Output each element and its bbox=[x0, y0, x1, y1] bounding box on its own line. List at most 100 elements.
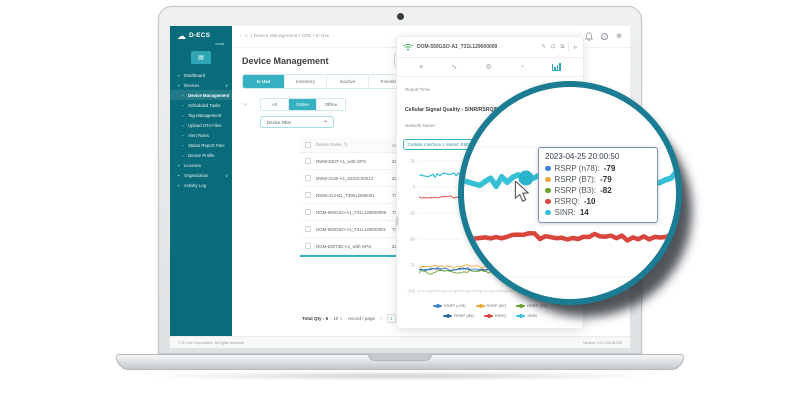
version-text: Version 1.0.0.20241230 bbox=[583, 340, 622, 345]
tab-group: In Use Inventory Inactive Favorites bbox=[242, 74, 412, 89]
sidebar-item-activity-log[interactable]: ▪ Activity Log bbox=[170, 180, 232, 190]
tab-inventory[interactable]: Inventory bbox=[285, 75, 327, 88]
legend-item-rsrp-b7-[interactable]: RSRP (B7) bbox=[475, 303, 506, 308]
sidebar-item-tag-management[interactable]: ▫ Tag Management bbox=[170, 110, 232, 120]
sidebar-item-device-profile[interactable]: ▫ Device Profile bbox=[170, 150, 232, 160]
tooltip-label: RSRQ: bbox=[554, 197, 580, 206]
sidebar-item-scheduled-tasks[interactable]: ▫ Scheduled Tasks bbox=[170, 100, 232, 110]
magnifier-circle: 2023-04-25 20:00:50 RSRP (n78): -79 RSRP … bbox=[458, 81, 682, 305]
brand-logo: ☁ D-ECS bbox=[170, 26, 232, 43]
tooltip-label: RSRP (B7): bbox=[554, 175, 597, 184]
select-all-checkbox[interactable] bbox=[300, 142, 316, 148]
page-number[interactable]: 1 bbox=[386, 314, 396, 323]
row-checkbox[interactable] bbox=[300, 192, 316, 198]
tab-in-use[interactable]: In Use bbox=[243, 75, 285, 88]
sidebar-item-label: Tag Management bbox=[188, 112, 222, 118]
tag-management-icon: ▫ bbox=[181, 112, 184, 118]
sidebar-item-organization[interactable]: ▪ Organization ∨ bbox=[170, 170, 232, 180]
sidebar-item-label: Status Report Time bbox=[188, 142, 225, 148]
language-globe-icon[interactable]: ⊕ bbox=[616, 33, 622, 40]
organization-icon: ▪ bbox=[177, 172, 180, 178]
device-filter-button[interactable]: Device Filter + bbox=[260, 116, 334, 128]
collapse-panel-icon[interactable]: » bbox=[573, 43, 577, 51]
cell-device-name: DOM-550GSO-A1_T31L129000001 bbox=[316, 226, 387, 232]
device-panel-tabs: ≡ ∿ ⚙ ◔ bbox=[397, 58, 583, 77]
tooltip-timestamp: 2023-04-25 20:00:50 bbox=[545, 152, 620, 161]
legend-marker bbox=[483, 313, 493, 318]
filter-online[interactable]: Online bbox=[289, 99, 317, 110]
filter-all[interactable]: All bbox=[261, 99, 289, 110]
sort-icon: ⇅ bbox=[343, 142, 348, 147]
network-name-label: Network Name: bbox=[405, 123, 437, 128]
row-checkbox[interactable] bbox=[300, 209, 316, 215]
legend-marker bbox=[443, 313, 453, 318]
prev-page-icon[interactable]: ‹ bbox=[380, 315, 382, 322]
device-panel-header: DOM-550GSO-A1_T31L129000009 ✎ ⊡ ⧉ » bbox=[397, 37, 583, 58]
back-chevron-icon[interactable]: ‹ bbox=[240, 33, 242, 39]
sidebar-item-alert-rules[interactable]: ▫ Alert Rules bbox=[170, 130, 232, 140]
tooltip-label: SINR: bbox=[554, 208, 576, 217]
edit-icon[interactable]: ✎ bbox=[541, 44, 546, 50]
device-panel-title: DOM-550GSO-A1_T31L129000009 bbox=[417, 44, 498, 50]
legend-marker bbox=[516, 313, 526, 318]
legend-item-rsrp-b8-[interactable]: RSRP (B8) bbox=[443, 313, 474, 318]
row-checkbox[interactable] bbox=[300, 158, 316, 164]
sidebar-item-device-management[interactable]: ▫Device Management✓ bbox=[170, 90, 236, 100]
pagination: Total Qty : 6 10 ∨ record / page ‹ 1 › bbox=[302, 314, 403, 323]
link-icon[interactable]: ∿ bbox=[451, 63, 458, 71]
sidebar-item-status-report-time[interactable]: ▫ Status Report Time bbox=[170, 140, 232, 150]
cloud-logo-icon: ☁ bbox=[177, 31, 186, 41]
chevron-down-icon: ∨ bbox=[225, 172, 228, 178]
legend-dot bbox=[519, 303, 524, 308]
tab-inactive[interactable]: Inactive bbox=[327, 75, 369, 88]
legend-label: RSRP (n78) bbox=[444, 303, 466, 308]
chart-icon[interactable] bbox=[552, 62, 561, 71]
sidebar-item-devices[interactable]: ▪ Devices ∨ bbox=[170, 80, 232, 90]
collapse-arrow-icon[interactable]: » bbox=[244, 102, 248, 108]
settings-icon[interactable]: ⚙ bbox=[485, 63, 492, 71]
tooltip-label: RSRP (n78): bbox=[554, 164, 600, 173]
legend-label: RSRP (B8) bbox=[454, 313, 474, 318]
row-checkbox[interactable] bbox=[300, 226, 316, 232]
divider bbox=[568, 42, 570, 52]
tooltip-series-dot bbox=[545, 165, 551, 172]
home-icon[interactable]: ⌂ bbox=[244, 33, 248, 39]
legend-item-sinr[interactable]: SINR bbox=[516, 313, 537, 318]
diagnostics-icon[interactable]: ◔ bbox=[519, 63, 524, 71]
sidebar-item-label: Devices bbox=[184, 82, 200, 88]
legend-item-rsrq[interactable]: RSRQ bbox=[483, 313, 506, 318]
legend-dot bbox=[486, 313, 491, 318]
sidebar-item-upload-ota-files[interactable]: ▫ Upload OTA Files bbox=[170, 120, 232, 130]
breadcrumb-path: / Device Management / CPE / In Use bbox=[250, 33, 330, 39]
laptop-base-notch bbox=[368, 354, 432, 361]
sidebar-item-label: Device Management bbox=[188, 92, 230, 98]
camera-icon[interactable]: ⊡ bbox=[550, 44, 556, 50]
device-management-icon: ▫ bbox=[181, 92, 184, 98]
licenses-icon: ▪ bbox=[177, 162, 180, 168]
help-icon[interactable]: ? bbox=[601, 33, 609, 40]
sidebar-item-label: Activity Log bbox=[184, 182, 206, 188]
filter-offline[interactable]: Offline bbox=[317, 99, 345, 110]
svg-text:-25: -25 bbox=[409, 211, 416, 216]
cell-device-name: DOM-530T3D-A1_with-GPS bbox=[316, 243, 372, 249]
sidebar-item-dashboard[interactable]: ▪ Dashboard bbox=[170, 70, 232, 80]
legend-dot bbox=[519, 313, 524, 318]
legend-item-rsrp-n78-[interactable]: RSRP (n78) bbox=[433, 303, 466, 308]
svg-text:0: 0 bbox=[413, 185, 416, 190]
legend-dot bbox=[436, 303, 441, 308]
app-switcher-button[interactable]: ▤ bbox=[191, 51, 211, 64]
row-checkbox[interactable] bbox=[300, 175, 316, 181]
legend-item-rsrp-b3-[interactable]: RSRP (B3) bbox=[516, 303, 547, 308]
device-filter-label: Device Filter bbox=[267, 119, 292, 125]
per-page-select[interactable]: 10 ∨ bbox=[333, 315, 343, 321]
tooltip-value: -79 bbox=[603, 164, 616, 173]
notifications-bell-icon[interactable] bbox=[585, 32, 594, 41]
legend-label: RSRP (B3) bbox=[527, 303, 547, 308]
tooltip-series-dot bbox=[545, 198, 551, 205]
copy-icon[interactable]: ⧉ bbox=[560, 43, 565, 50]
sidebar-item-licenses[interactable]: ▪ Licenses bbox=[170, 160, 232, 170]
row-checkbox[interactable] bbox=[300, 243, 316, 249]
tooltip-label: RSRP (B3): bbox=[554, 186, 597, 195]
col-device-name[interactable]: Device Name ⇅ bbox=[316, 142, 348, 147]
list-icon[interactable]: ≡ bbox=[419, 63, 424, 71]
